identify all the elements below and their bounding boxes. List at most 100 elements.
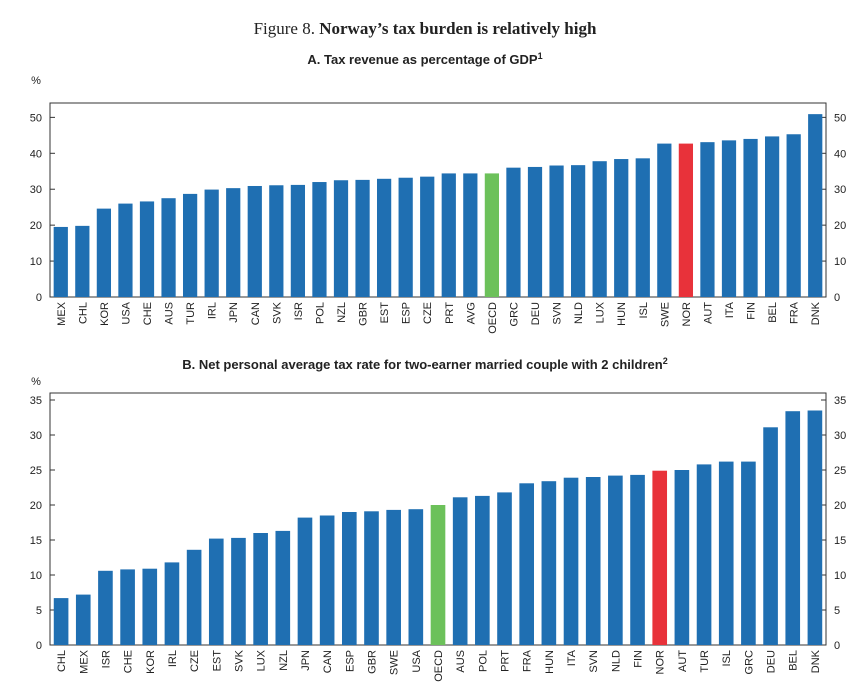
x-tick-label: GRC xyxy=(743,650,755,675)
bar xyxy=(208,538,224,645)
x-tick-label: DEU xyxy=(766,650,778,673)
x-tick-label: ITA xyxy=(724,301,736,318)
x-tick-label: CHL xyxy=(56,650,68,672)
x-tick-label: IRL xyxy=(167,650,179,667)
bar xyxy=(53,226,68,297)
bar xyxy=(231,537,246,645)
x-tick-label: CHL xyxy=(77,302,89,324)
x-tick-label: OECD xyxy=(487,302,499,334)
bar xyxy=(763,427,778,645)
x-tick-label: NOR xyxy=(655,650,667,675)
bar xyxy=(164,562,180,645)
bar xyxy=(807,410,823,645)
x-tick-label: SVK xyxy=(233,649,245,672)
x-tick-label: USA xyxy=(411,649,423,672)
bar xyxy=(297,517,313,645)
y-tick-label: 10 xyxy=(30,570,42,582)
x-tick-label: NLD xyxy=(573,302,585,324)
bar xyxy=(269,185,284,297)
bar xyxy=(592,161,607,297)
y-tick-label-right: 40 xyxy=(834,148,846,160)
y-tick-label: 20 xyxy=(30,220,42,232)
y-axis-label: % xyxy=(31,376,41,388)
bar xyxy=(333,180,349,297)
x-tick-label: MEX xyxy=(78,649,90,674)
bar xyxy=(430,505,446,645)
bar xyxy=(398,177,413,297)
x-tick-label: USA xyxy=(120,301,132,324)
figure-number: Figure 8. xyxy=(254,19,315,38)
bar xyxy=(75,594,91,645)
x-tick-label: LUX xyxy=(256,649,268,671)
x-tick-label: HUN xyxy=(544,650,556,674)
bar xyxy=(98,570,113,645)
y-tick-label-right: 35 xyxy=(834,395,846,407)
y-tick-label-right: 10 xyxy=(834,570,846,582)
y-tick-label: 15 xyxy=(30,535,42,547)
x-tick-label: JPN xyxy=(228,302,240,323)
y-tick-label-right: 5 xyxy=(834,605,840,617)
x-tick-label: ISL xyxy=(721,650,733,667)
x-tick-label: DNK xyxy=(810,649,822,673)
x-tick-label: IRL xyxy=(207,302,219,319)
y-tick-label-right: 30 xyxy=(834,430,846,442)
y-tick-label: 30 xyxy=(30,184,42,196)
bar xyxy=(506,167,521,297)
bar xyxy=(657,143,672,297)
bar xyxy=(652,470,668,645)
x-tick-label: AUS xyxy=(455,650,467,673)
y-tick-label-right: 25 xyxy=(834,465,846,477)
bar xyxy=(355,179,370,297)
y-tick-label: 20 xyxy=(30,500,42,512)
x-tick-label: ISR xyxy=(100,650,112,668)
bar xyxy=(497,492,512,645)
bar xyxy=(785,411,801,645)
y-tick-label: 25 xyxy=(30,465,42,477)
bar xyxy=(741,461,756,645)
x-tick-label: ESP xyxy=(401,302,413,324)
x-tick-label: KOR xyxy=(99,302,111,326)
bar xyxy=(275,530,291,645)
x-tick-label: AUS xyxy=(164,302,176,325)
bar xyxy=(53,598,69,645)
y-tick-label-right: 0 xyxy=(834,292,840,304)
figure-heading: Norway’s tax burden is relatively high xyxy=(319,19,597,38)
bar xyxy=(376,178,392,297)
bar xyxy=(519,483,535,645)
y-tick-label: 40 xyxy=(30,148,42,160)
bar xyxy=(290,184,306,297)
x-tick-label: MEX xyxy=(56,301,68,326)
bar xyxy=(253,533,268,645)
y-tick-label: 10 xyxy=(30,256,42,268)
bar xyxy=(118,203,133,297)
x-tick-label: PRT xyxy=(500,650,512,672)
x-tick-label: FIN xyxy=(633,650,645,668)
panel-title: A. Tax revenue as percentage of GDP1 xyxy=(307,51,542,67)
x-tick-label: AUT xyxy=(677,650,689,672)
bar xyxy=(808,114,823,297)
y-tick-label-right: 10 xyxy=(834,256,846,268)
bar xyxy=(614,159,629,297)
x-tick-label: SVN xyxy=(552,302,564,325)
x-tick-label: TUR xyxy=(185,302,197,325)
x-tick-label: AUT xyxy=(702,302,714,324)
x-tick-label: CHE xyxy=(142,302,154,325)
x-tick-label: SWE xyxy=(389,650,401,675)
bar xyxy=(463,173,478,297)
bar xyxy=(142,568,158,645)
x-tick-label: CZE xyxy=(189,650,201,672)
y-tick-label: 30 xyxy=(30,430,42,442)
y-tick-label-right: 50 xyxy=(834,112,846,124)
x-tick-label: LUX xyxy=(595,301,607,323)
bar xyxy=(139,201,155,297)
bar xyxy=(386,509,401,645)
bar xyxy=(721,140,737,297)
x-tick-label: FRA xyxy=(789,301,801,324)
bar xyxy=(452,497,468,645)
x-tick-label: ISR xyxy=(293,302,305,320)
panel-title-text: B. Net personal average tax rate for two… xyxy=(182,357,662,372)
bar xyxy=(182,193,198,297)
y-tick-label-right: 0 xyxy=(834,640,840,652)
x-tick-label: SVK xyxy=(271,301,283,324)
